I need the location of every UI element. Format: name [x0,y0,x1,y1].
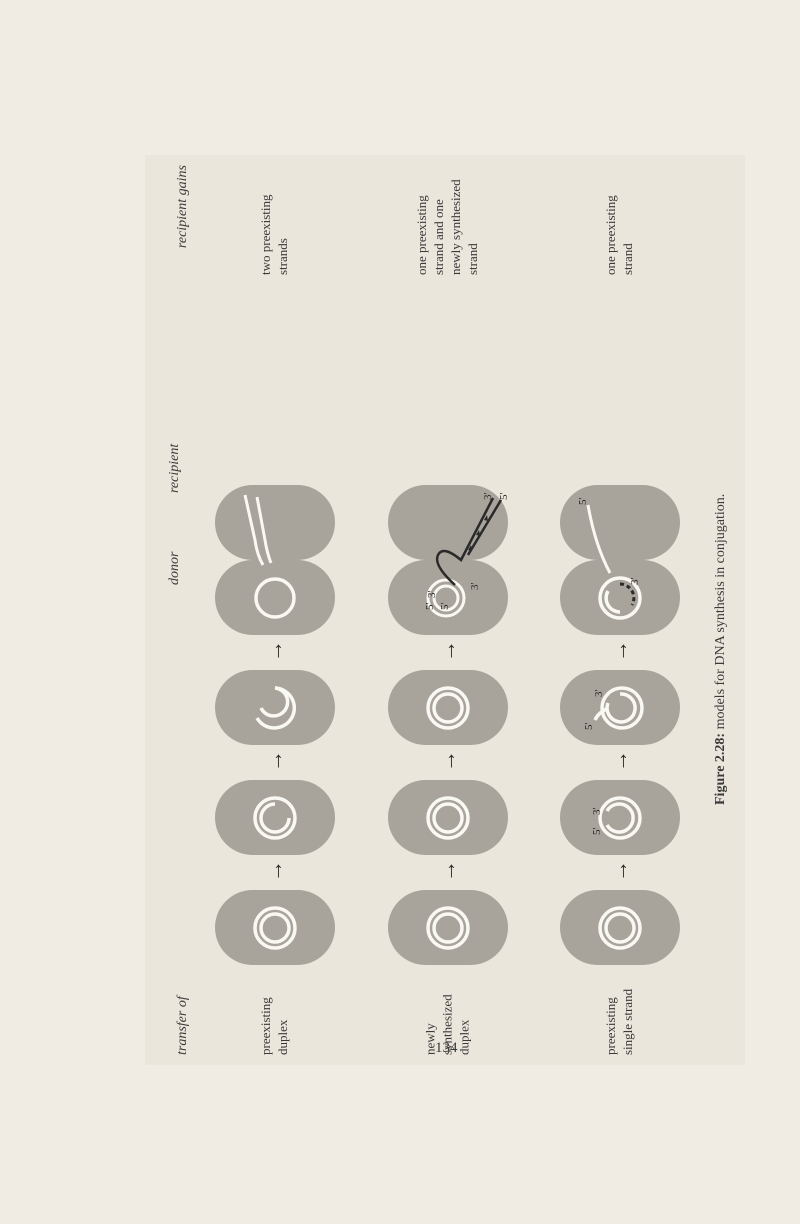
dna-displaced-icon: 5' 3' [560,670,680,745]
dna-spiral-icon [215,670,335,745]
svg-text:3': 3' [593,690,605,698]
dna-nicked-icon: 5' 3' [560,780,680,855]
row3-cell3: 5' 3' [560,670,680,745]
row2-cell2 [388,780,508,855]
dna-double-circle-icon [388,890,508,965]
header-recipient-gains: recipient gains [175,165,191,248]
row2-cell1 [388,890,508,965]
svg-text:5': 5' [498,493,510,501]
header-recipient: recipient [167,444,183,493]
arrow-icon: → [607,640,633,662]
dna-double-circle-icon [388,670,508,745]
figure-caption: Figure 2.28: models for DNA synthesis in… [713,494,729,805]
row2-cell3 [388,670,508,745]
svg-text:3': 3' [482,493,494,501]
arrow-icon: → [607,750,633,772]
svg-text:5': 5' [577,498,589,506]
diagram-rotated: transfer of donor recipient recipient ga… [145,155,745,1065]
arrow-icon: → [262,860,288,882]
page-number: 134 [435,1040,458,1057]
row-3-label: preexisting single strand [603,975,637,1055]
arrow-icon: → [435,750,461,772]
row-1-result: two preexisting strands [258,165,292,275]
dna-double-circle-icon [560,890,680,965]
svg-text:5': 5' [583,723,595,731]
arrow-icon: → [262,640,288,662]
header-donor: donor [167,552,183,585]
row1-cell1 [215,890,335,965]
row-1: preexisting duplex → → → [200,155,350,1065]
svg-text:5': 5' [591,828,603,836]
row-2-result: one preexisting strand and one newly syn… [414,165,482,275]
caption-text: models for DNA synthesis in conjugation. [713,494,728,733]
caption-bold: Figure 2.28: [713,733,728,805]
single-strand-transfer-icon: 5' [560,485,680,635]
svg-text:5': 5' [424,603,436,611]
header-transfer-of: transfer of [175,996,191,1055]
dna-circle-open-icon [215,780,335,855]
row-3: preexisting single strand → 5' 3' → [545,155,695,1065]
arrow-icon: → [262,750,288,772]
row3-mating-pair: 3' 5' [560,485,680,635]
svg-text:3': 3' [469,583,481,591]
rolling-circle-icon: 5' 5' 3' 3' 3' 5' [383,480,513,640]
transfer-duplex-icon [215,485,335,635]
row2-mating-pair: 5' 5' 3' 3' 3' 5' [388,485,508,635]
dna-double-circle-icon [215,890,335,965]
svg-text:5': 5' [439,603,451,611]
row-3-result: one preexisting strand [603,165,637,275]
row3-cell1 [560,890,680,965]
arrow-icon: → [607,860,633,882]
dna-double-circle-icon [388,780,508,855]
page-scan: transfer of donor recipient recipient ga… [145,155,745,1065]
arrow-icon: → [435,640,461,662]
row3-cell2: 5' 3' [560,780,680,855]
row1-cell3 [215,670,335,745]
svg-text:3': 3' [591,808,603,816]
row1-cell2 [215,780,335,855]
arrow-icon: → [435,860,461,882]
row-2: newly synthesized duplex → → [373,155,523,1065]
svg-text:3': 3' [426,591,438,599]
row1-mating-pair [215,485,335,635]
row-1-label: preexisting duplex [258,975,292,1055]
